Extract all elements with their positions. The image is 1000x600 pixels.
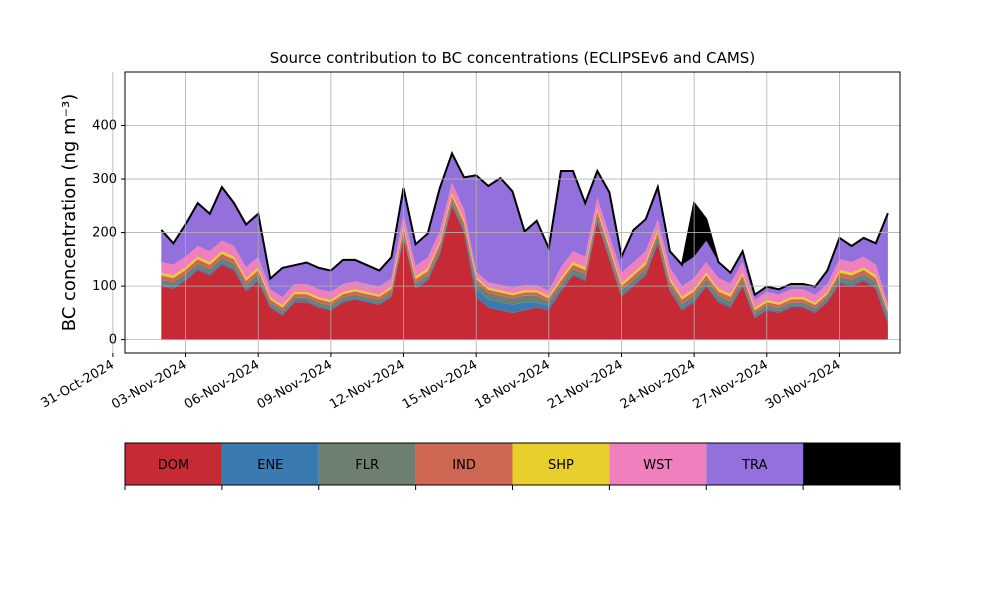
legend-swatch-wst [609, 443, 707, 485]
x-tick-label: 31-Oct-2024 [38, 357, 116, 411]
legend-label-bb: BB [843, 458, 861, 473]
legend-swatch-dom [125, 443, 222, 485]
y-tick-label: 400 [92, 119, 117, 134]
legend-swatch-ene [221, 443, 319, 485]
x-tick-label: 03-Nov-2024 [109, 357, 189, 412]
y-tick-label: 0 [109, 333, 117, 348]
legend-label-wst: WST [643, 458, 672, 473]
x-tick-label: 30-Nov-2024 [763, 357, 843, 412]
legend-label-ene: ENE [257, 458, 283, 473]
legend-swatch-ind [415, 443, 513, 485]
x-tick-label: 09-Nov-2024 [255, 357, 335, 412]
legend-swatch-shp [512, 443, 610, 485]
x-tick-label: 15-Nov-2024 [400, 357, 480, 412]
y-tick-label: 100 [92, 279, 117, 294]
chart-title: Source contribution to BC concentrations… [270, 49, 755, 67]
legend-swatch-flr [318, 443, 416, 485]
grid [112, 72, 900, 353]
legend-label-shp: SHP [548, 458, 574, 473]
series-areas [160, 150, 889, 340]
legend-swatch-tra [706, 443, 804, 485]
x-tick-label: 21-Nov-2024 [545, 357, 625, 412]
y-tick-label: 300 [92, 172, 117, 187]
area-dom [161, 205, 888, 340]
legend-swatch-bb [803, 443, 900, 485]
x-tick-label: 27-Nov-2024 [691, 357, 771, 412]
x-tick-label: 24-Nov-2024 [618, 357, 698, 412]
legend-label-ind: IND [452, 458, 476, 473]
x-tick-label: 18-Nov-2024 [473, 357, 553, 412]
legend-label-tra: TRA [741, 458, 767, 473]
area-ene [161, 203, 888, 324]
x-tick-label: 12-Nov-2024 [327, 357, 407, 412]
area-wst [161, 182, 888, 310]
x-tick-label: 06-Nov-2024 [182, 357, 262, 412]
y-tick-label: 200 [92, 226, 117, 241]
y-axis-label: BC concentration (ng m⁻³) [59, 94, 80, 332]
legend-label-flr: FLR [355, 458, 379, 473]
area-tra [161, 153, 888, 305]
legend-label-dom: DOM [158, 458, 189, 473]
plot-frame [124, 71, 901, 354]
